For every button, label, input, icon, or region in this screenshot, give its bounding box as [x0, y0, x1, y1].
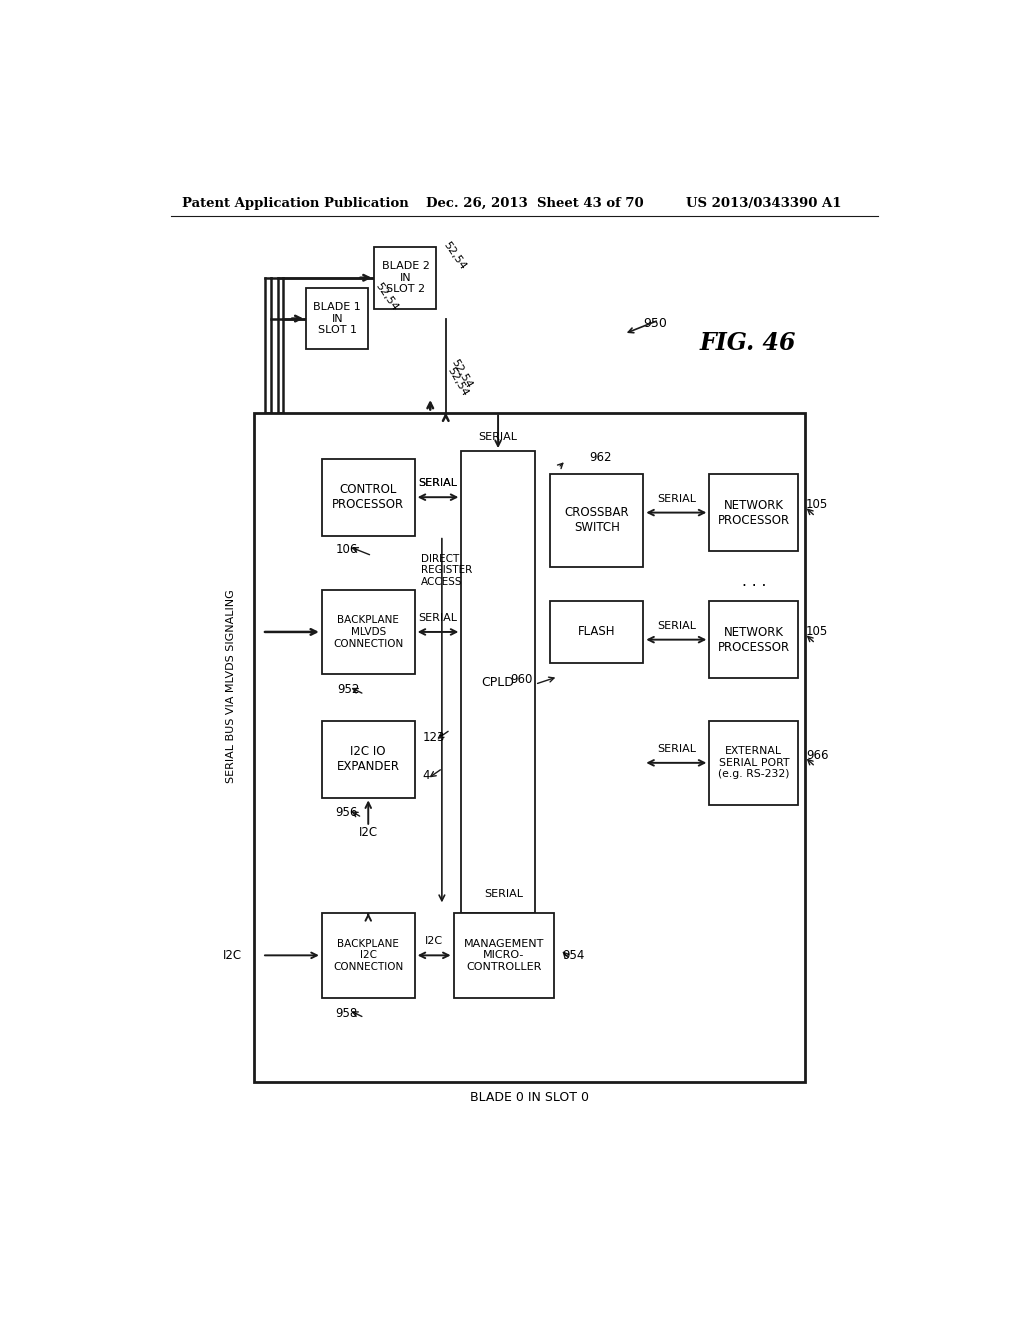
Text: 52,54: 52,54 [450, 358, 474, 391]
Text: 4: 4 [423, 770, 430, 783]
Text: 958: 958 [336, 1007, 358, 1019]
Text: SERIAL: SERIAL [656, 620, 696, 631]
Text: 950: 950 [643, 317, 667, 330]
Text: CONTROL
PROCESSOR: CONTROL PROCESSOR [332, 483, 404, 511]
Text: 962: 962 [589, 450, 611, 463]
Text: . . .: . . . [741, 574, 766, 590]
Text: SERIAL: SERIAL [419, 612, 458, 623]
Text: 123: 123 [423, 731, 444, 744]
Text: 52,54: 52,54 [441, 240, 468, 272]
Bar [550, 601, 643, 663]
Text: NETWORK
PROCESSOR: NETWORK PROCESSOR [718, 626, 790, 653]
Text: Patent Application Publication: Patent Application Publication [182, 197, 409, 210]
Text: 52,54: 52,54 [373, 281, 399, 313]
Bar [322, 590, 415, 675]
Text: 106: 106 [336, 543, 358, 556]
Text: SERIAL: SERIAL [478, 432, 517, 442]
Text: BLADE 1
IN
SLOT 1: BLADE 1 IN SLOT 1 [313, 302, 361, 335]
Text: CROSSBAR
SWITCH: CROSSBAR SWITCH [564, 507, 629, 535]
Text: I2C IO
EXPANDER: I2C IO EXPANDER [337, 744, 399, 774]
Text: 952: 952 [337, 684, 359, 696]
Text: EXTERNAL
SERIAL PORT
(e.g. RS-232): EXTERNAL SERIAL PORT (e.g. RS-232) [718, 746, 790, 779]
Text: 966: 966 [806, 748, 828, 762]
Text: I2C: I2C [425, 936, 443, 946]
Text: BACKPLANE
MLVDS
CONNECTION: BACKPLANE MLVDS CONNECTION [333, 615, 403, 648]
Text: 954: 954 [562, 949, 585, 962]
Bar [710, 601, 799, 678]
Text: SERIAL BUS VIA MLVDS SIGNALING: SERIAL BUS VIA MLVDS SIGNALING [226, 589, 237, 783]
Text: Dec. 26, 2013  Sheet 43 of 70: Dec. 26, 2013 Sheet 43 of 70 [426, 197, 644, 210]
Text: I2C: I2C [358, 825, 378, 838]
Text: CPLD: CPLD [481, 676, 514, 689]
Bar [710, 721, 799, 805]
Text: SERIAL: SERIAL [484, 888, 523, 899]
Text: I2C: I2C [223, 949, 243, 962]
Text: DIRECT
REGISTER
ACCESS: DIRECT REGISTER ACCESS [421, 554, 472, 587]
Bar [306, 288, 369, 350]
Text: BACKPLANE
I2C
CONNECTION: BACKPLANE I2C CONNECTION [333, 939, 403, 972]
Text: 105: 105 [806, 499, 828, 511]
Bar [550, 474, 643, 566]
Text: BLADE 2
IN
SLOT 2: BLADE 2 IN SLOT 2 [382, 261, 429, 294]
Text: FLASH: FLASH [579, 626, 615, 639]
Bar [375, 247, 436, 309]
Text: 956: 956 [336, 807, 358, 820]
Bar [322, 913, 415, 998]
Text: SERIAL: SERIAL [419, 478, 458, 488]
Text: BLADE 0 IN SLOT 0: BLADE 0 IN SLOT 0 [470, 1092, 589, 1105]
Bar [454, 913, 554, 998]
Text: NETWORK
PROCESSOR: NETWORK PROCESSOR [718, 499, 790, 527]
Text: 52,54: 52,54 [445, 366, 470, 397]
Text: 960: 960 [510, 673, 532, 686]
Text: SERIAL: SERIAL [656, 494, 696, 504]
Bar [461, 451, 535, 913]
Text: SERIAL: SERIAL [419, 478, 458, 488]
Text: MANAGEMENT
MICRO-
CONTROLLER: MANAGEMENT MICRO- CONTROLLER [464, 939, 544, 972]
Text: 105: 105 [806, 626, 828, 639]
Text: US 2013/0343390 A1: US 2013/0343390 A1 [686, 197, 842, 210]
Bar [322, 721, 415, 797]
Bar [710, 474, 799, 552]
Bar [322, 459, 415, 536]
Text: SERIAL: SERIAL [656, 744, 696, 754]
Bar [254, 412, 805, 1082]
Text: FIG. 46: FIG. 46 [699, 331, 797, 355]
